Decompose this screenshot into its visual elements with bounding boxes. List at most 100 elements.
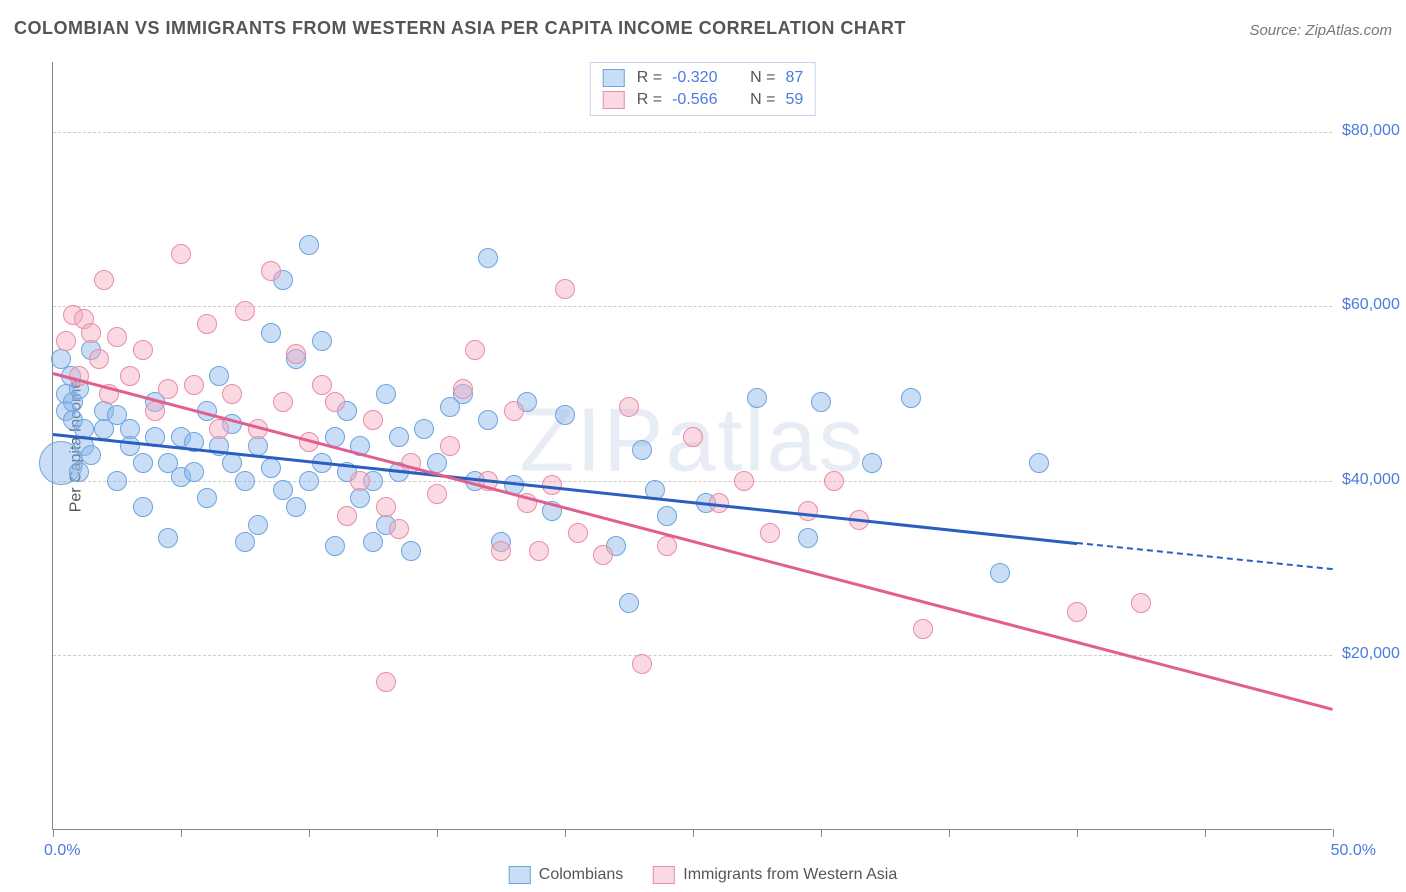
scatter-point [120,436,140,456]
scatter-point [235,532,255,552]
scatter-point [824,471,844,491]
grid-line [53,655,1332,656]
scatter-point [901,388,921,408]
chart-container: COLOMBIAN VS IMMIGRANTS FROM WESTERN ASI… [0,0,1406,892]
scatter-point [197,488,217,508]
scatter-point [107,471,127,491]
correlation-legend: R = -0.320 N = 87 R = -0.566 N = 59 [590,62,816,116]
legend-label-2: Immigrants from Western Asia [683,866,897,884]
scatter-point [235,301,255,321]
scatter-point [81,323,101,343]
scatter-point [389,519,409,539]
scatter-point [286,497,306,517]
scatter-point [56,331,76,351]
scatter-point [325,392,345,412]
x-tick [309,829,310,837]
scatter-point [760,523,780,543]
scatter-point [1067,602,1087,622]
scatter-point [389,427,409,447]
scatter-point [209,366,229,386]
scatter-point [81,445,101,465]
scatter-point [89,349,109,369]
scatter-point [427,484,447,504]
grid-line [53,132,1332,133]
y-tick-label: $40,000 [1342,471,1400,489]
r-label: R = [637,91,662,109]
x-tick [1077,829,1078,837]
legend-row-1: R = -0.320 N = 87 [603,67,803,89]
scatter-point [363,410,383,430]
trend-line-extrapolated [1077,542,1333,570]
r-value-1: -0.320 [672,69,732,87]
scatter-point [235,471,255,491]
scatter-point [504,401,524,421]
scatter-point [619,593,639,613]
scatter-point [798,501,818,521]
n-label: N = [750,91,775,109]
scatter-point [440,436,460,456]
scatter-point [376,672,396,692]
scatter-point [862,453,882,473]
scatter-point [414,419,434,439]
scatter-point [529,541,549,561]
legend-swatch-pink [603,91,625,109]
n-value-2: 59 [785,91,803,109]
scatter-point [325,536,345,556]
scatter-point [593,545,613,565]
scatter-point [913,619,933,639]
scatter-point [619,397,639,417]
scatter-point [990,563,1010,583]
scatter-point [798,528,818,548]
x-tick [53,829,54,837]
x-min-label: 0.0% [44,842,80,860]
scatter-point [107,327,127,347]
scatter-point [734,471,754,491]
scatter-point [158,528,178,548]
scatter-point [158,379,178,399]
scatter-point [376,497,396,517]
x-max-label: 50.0% [1331,842,1376,860]
n-value-1: 87 [785,69,803,87]
scatter-point [363,532,383,552]
source-attribution: Source: ZipAtlas.com [1249,22,1392,39]
scatter-point [312,375,332,395]
scatter-point [747,388,767,408]
scatter-point [248,515,268,535]
n-label: N = [750,69,775,87]
series-legend: Colombians Immigrants from Western Asia [509,866,897,884]
scatter-point [312,331,332,351]
x-tick [949,829,950,837]
scatter-point [401,541,421,561]
plot-area: ZIPatlas [52,62,1332,830]
scatter-point [184,375,204,395]
y-tick-label: $80,000 [1342,122,1400,140]
scatter-point [145,401,165,421]
legend-swatch-blue [509,866,531,884]
x-tick [693,829,694,837]
legend-swatch-blue [603,69,625,87]
scatter-point [286,344,306,364]
x-tick [565,829,566,837]
scatter-point [222,384,242,404]
scatter-point [94,270,114,290]
scatter-point [376,384,396,404]
scatter-point [632,654,652,674]
chart-title: COLOMBIAN VS IMMIGRANTS FROM WESTERN ASI… [14,18,906,39]
scatter-point [350,471,370,491]
scatter-point [261,458,281,478]
scatter-point [337,506,357,526]
scatter-point [197,314,217,334]
scatter-point [683,427,703,447]
legend-swatch-pink [653,866,675,884]
scatter-point [171,244,191,264]
r-value-2: -0.566 [672,91,732,109]
scatter-point [248,436,268,456]
y-tick-label: $60,000 [1342,296,1400,314]
scatter-point [811,392,831,412]
legend-row-2: R = -0.566 N = 59 [603,89,803,111]
scatter-point [209,419,229,439]
x-tick [181,829,182,837]
scatter-point [555,279,575,299]
x-tick [1205,829,1206,837]
scatter-point [657,536,677,556]
